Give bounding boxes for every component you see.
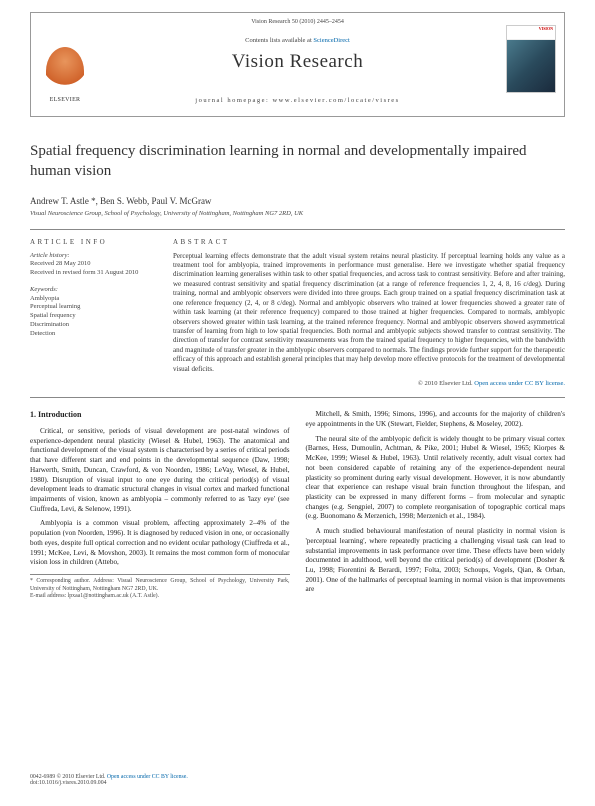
body-paragraph: A much studied behavioural manifestation… — [306, 527, 566, 595]
journal-cover-thumbnail: VISION — [506, 25, 556, 93]
received-date: Received 28 May 2010 — [30, 260, 155, 269]
corresponding-email: E-mail address: lpxaa1@nottingham.ac.uk … — [30, 593, 290, 601]
cover-header: VISION — [507, 26, 555, 40]
body-paragraph: Mitchell, & Smith, 1996; Simons, 1996), … — [306, 410, 566, 429]
section-divider — [30, 397, 565, 398]
keyword: Detection — [30, 330, 155, 339]
doi-text: doi:10.1016/j.visres.2010.09.004 — [30, 780, 107, 786]
body-paragraph: Amblyopia is a common visual problem, af… — [30, 519, 290, 568]
keywords-block: Keywords: Amblyopia Perceptual learning … — [30, 286, 155, 339]
footer-left: 0042-6989 © 2010 Elsevier Ltd. Open acce… — [30, 774, 188, 786]
meta-section: ARTICLE INFO Article history: Received 2… — [30, 229, 565, 388]
body-paragraph: The neural site of the amblyopic deficit… — [306, 435, 566, 522]
intro-heading: 1. Introduction — [30, 410, 290, 421]
cover-brand: VISION — [539, 27, 553, 31]
article-history: Article history: Received 28 May 2010 Re… — [30, 252, 155, 278]
keywords-label: Keywords: — [30, 286, 155, 295]
keyword: Amblyopia — [30, 295, 155, 304]
cover-image — [507, 40, 555, 92]
article-info-column: ARTICLE INFO Article history: Received 2… — [30, 238, 155, 388]
copyright-text: © 2010 Elsevier Ltd. — [418, 380, 473, 387]
abstract-column: ABSTRACT Perceptual learning effects dem… — [173, 238, 565, 388]
history-label: Article history: — [30, 252, 155, 261]
authors: Andrew T. Astle *, Ben S. Webb, Paul V. … — [30, 196, 565, 206]
volume-info: Vision Research 50 (2010) 2445–2454 — [31, 19, 564, 25]
affiliation: Visual Neuroscience Group, School of Psy… — [30, 210, 565, 217]
elsevier-label: ELSEVIER — [50, 97, 81, 103]
abstract-text: Perceptual learning effects demonstrate … — [173, 252, 565, 375]
journal-header: Vision Research 50 (2010) 2445–2454 Cont… — [30, 12, 565, 117]
sciencedirect-link[interactable]: ScienceDirect — [313, 37, 349, 44]
corresponding-address: * Corresponding author. Address: Visual … — [30, 578, 290, 593]
revised-date: Received in revised form 31 August 2010 — [30, 269, 155, 278]
contents-label: Contents lists available at — [245, 37, 312, 44]
keyword: Perceptual learning — [30, 303, 155, 312]
abstract-heading: ABSTRACT — [173, 238, 565, 246]
elsevier-tree-icon — [46, 47, 84, 95]
body-paragraph: Critical, or sensitive, periods of visua… — [30, 427, 290, 514]
copyright-line: © 2010 Elsevier Ltd. Open access under C… — [173, 380, 565, 387]
keyword: Discrimination — [30, 321, 155, 330]
keyword: Spatial frequency — [30, 312, 155, 321]
journal-name: Vision Research — [31, 51, 564, 73]
footer-license-link[interactable]: Open access under CC BY license. — [107, 774, 188, 780]
corresponding-author-note: * Corresponding author. Address: Visual … — [30, 574, 290, 601]
journal-homepage[interactable]: journal homepage: www.elsevier.com/locat… — [31, 97, 564, 104]
license-link[interactable]: Open access under CC BY license. — [474, 380, 565, 387]
elsevier-logo: ELSEVIER — [39, 33, 91, 103]
info-heading: ARTICLE INFO — [30, 238, 155, 246]
article-body: 1. Introduction Critical, or sensitive, … — [30, 410, 565, 600]
keywords-list: Amblyopia Perceptual learning Spatial fr… — [30, 295, 155, 339]
article-title: Spatial frequency discrimination learnin… — [30, 141, 565, 182]
page-footer: 0042-6989 © 2010 Elsevier Ltd. Open acce… — [30, 774, 565, 786]
contents-available: Contents lists available at ScienceDirec… — [31, 37, 564, 44]
